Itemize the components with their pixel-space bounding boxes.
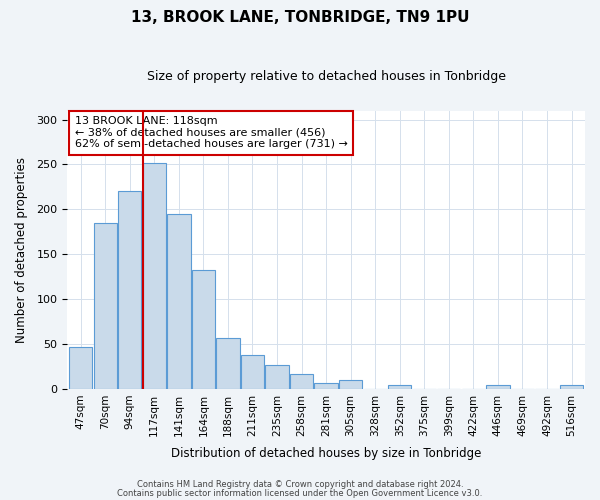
Bar — [94, 223, 117, 389]
Bar — [314, 382, 338, 389]
Bar — [339, 380, 362, 389]
Bar — [241, 355, 264, 389]
Bar — [118, 192, 142, 389]
Bar — [216, 338, 239, 389]
Bar — [388, 386, 412, 389]
Bar — [69, 346, 92, 389]
Text: Contains public sector information licensed under the Open Government Licence v3: Contains public sector information licen… — [118, 488, 482, 498]
Text: Contains HM Land Registry data © Crown copyright and database right 2024.: Contains HM Land Registry data © Crown c… — [137, 480, 463, 489]
Text: 13, BROOK LANE, TONBRIDGE, TN9 1PU: 13, BROOK LANE, TONBRIDGE, TN9 1PU — [131, 10, 469, 25]
Bar — [265, 364, 289, 389]
Text: 13 BROOK LANE: 118sqm
← 38% of detached houses are smaller (456)
62% of semi-det: 13 BROOK LANE: 118sqm ← 38% of detached … — [75, 116, 348, 150]
Y-axis label: Number of detached properties: Number of detached properties — [15, 156, 28, 342]
Bar — [167, 214, 191, 389]
Bar — [290, 374, 313, 389]
Bar — [192, 270, 215, 389]
Title: Size of property relative to detached houses in Tonbridge: Size of property relative to detached ho… — [146, 70, 506, 83]
Bar — [486, 386, 509, 389]
Bar — [560, 386, 583, 389]
X-axis label: Distribution of detached houses by size in Tonbridge: Distribution of detached houses by size … — [171, 447, 481, 460]
Bar — [143, 162, 166, 389]
